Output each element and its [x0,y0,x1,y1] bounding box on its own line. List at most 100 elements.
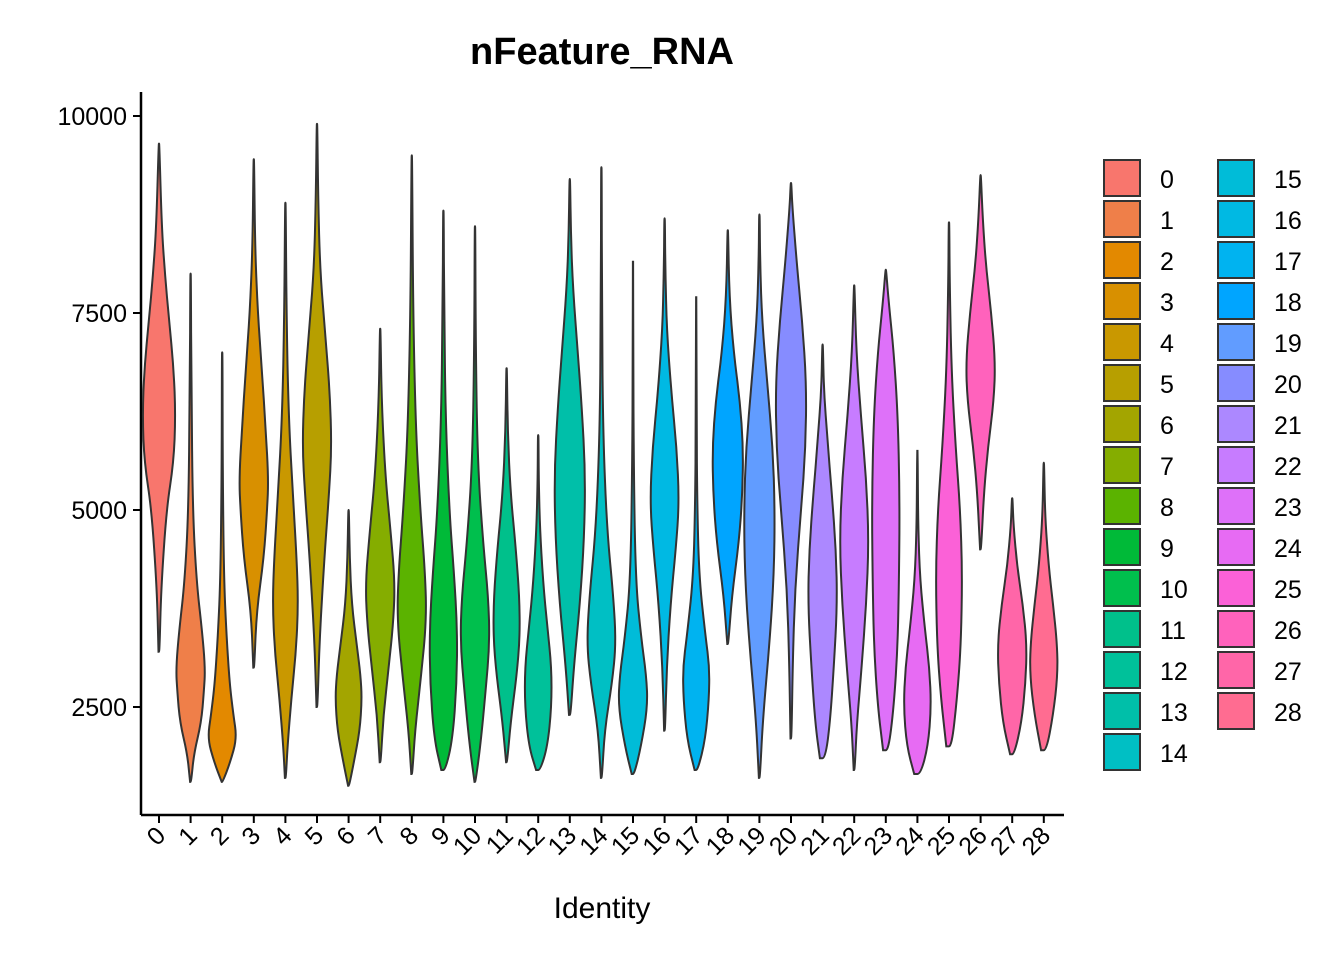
legend-label: 19 [1274,330,1302,358]
violin-20 [774,182,808,740]
x-tick-label: 28 [1017,821,1056,860]
violin-6 [334,509,363,787]
legend-key [1217,405,1255,443]
legend-key [1217,569,1255,607]
violin-14 [586,166,617,779]
violin-4 [272,201,299,779]
violin-27 [997,497,1028,756]
legend-key [1217,610,1255,648]
legend-key [1103,692,1141,730]
legend-label: 17 [1274,248,1302,276]
y-axis: 2500 5000 7500 10000 [57,92,143,815]
legend-label: 20 [1274,371,1302,399]
legend-label: 8 [1160,494,1174,522]
legend-key [1217,364,1255,402]
legend-label: 15 [1274,166,1302,194]
legend-label: 11 [1160,617,1186,645]
x-tick-label: 0 [142,821,172,851]
legend-label: 10 [1160,576,1188,604]
legend-key [1217,241,1255,279]
violin-23 [871,268,901,752]
x-tick-label: 8 [394,821,424,851]
legend-label: 22 [1274,453,1302,481]
y-tick-label: 2500 [71,694,127,722]
violin-8 [396,154,427,775]
x-tick-label: 5 [300,821,330,851]
x-tick-label: 7 [363,821,393,851]
legend-label: 25 [1274,576,1302,604]
legend-key [1103,487,1141,525]
legend-key [1217,323,1255,361]
legend-key [1217,159,1255,197]
violin-11 [492,367,521,764]
legend-key [1103,446,1141,484]
legend-key [1103,651,1141,689]
legend-key [1217,487,1255,525]
legend-label: 13 [1160,699,1188,727]
legend-label: 18 [1274,289,1302,317]
violin-21 [807,343,838,760]
legend-label: 27 [1274,658,1302,686]
legend-key [1103,569,1141,607]
legend-key [1217,200,1255,238]
violin-13 [553,178,586,716]
legend-label: 7 [1160,453,1174,481]
legend-label: 26 [1274,617,1302,645]
legend-key [1217,282,1255,320]
legend-key [1103,323,1141,361]
legend-label: 12 [1160,658,1188,686]
violin-24 [903,449,932,775]
y-tick-label: 7500 [71,300,127,328]
violin-2 [207,351,237,783]
x-tick-label: 9 [426,821,456,851]
legend-key [1217,651,1255,689]
legend-key [1103,282,1141,320]
violin-16 [649,217,680,732]
x-tick-label: 2 [205,821,235,851]
legend-label: 3 [1160,289,1174,317]
legend-label: 23 [1274,494,1302,522]
violin-17 [682,296,711,771]
violins [141,122,1059,787]
legend: 0123456789101112131415161718192021222324… [1103,159,1302,771]
violin-1 [175,272,206,783]
legend-key [1103,405,1141,443]
violin-28 [1029,461,1059,752]
violin-26 [965,174,996,551]
violin-7 [365,327,396,764]
legend-label: 21 [1274,412,1302,440]
legend-key [1217,528,1255,566]
x-tick-label: 6 [331,821,361,851]
legend-label: 28 [1274,699,1302,727]
violin-12 [523,434,553,771]
x-axis: 0 1 2 3 4 5 6 7 8 9101112131415161718192021222324… [141,813,1064,861]
legend-label: 0 [1160,166,1174,194]
violin-22 [839,284,870,771]
violin-18 [711,229,744,645]
y-tick-label: 10000 [57,103,127,131]
legend-label: 6 [1160,412,1174,440]
legend-key [1103,200,1141,238]
legend-label: 24 [1274,535,1302,563]
violin-19 [743,213,776,779]
violin-5 [301,122,333,708]
legend-label: 5 [1160,371,1174,399]
violin-0 [141,142,177,653]
chart-title: nFeature_RNA [470,31,734,73]
x-tick-label: 3 [236,821,266,851]
legend-label: 1 [1160,207,1174,235]
legend-key [1103,528,1141,566]
legend-key [1103,159,1141,197]
legend-key [1217,692,1255,730]
y-tick-label: 5000 [71,497,127,525]
violin-25 [935,221,963,748]
violin-15 [617,260,649,775]
x-axis-title: Identity [554,892,651,925]
violin-10 [459,225,491,783]
legend-label: 16 [1274,207,1302,235]
x-tick-label: 4 [268,821,298,851]
legend-label: 4 [1160,330,1174,358]
legend-key [1103,364,1141,402]
legend-key [1103,733,1141,771]
